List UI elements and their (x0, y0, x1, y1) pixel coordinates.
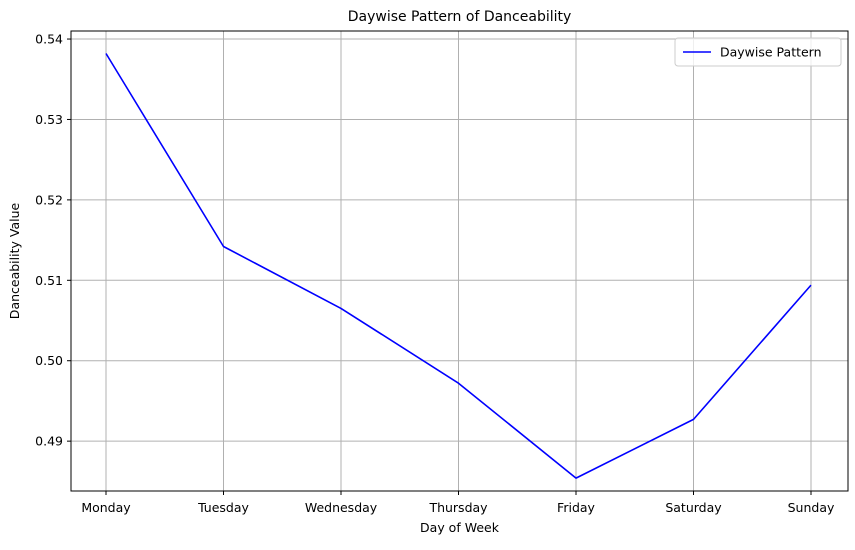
x-tick-label: Thursday (428, 500, 488, 515)
x-tick-label: Saturday (665, 500, 722, 515)
y-axis-label: Danceability Value (7, 203, 22, 320)
x-tick-label: Tuesday (197, 500, 249, 515)
x-tick-label: Monday (81, 500, 131, 515)
y-tick-label: 0.52 (35, 192, 63, 207)
legend: Daywise Pattern (675, 38, 841, 66)
x-tick-label: Sunday (788, 500, 835, 515)
y-tick-label: 0.54 (35, 32, 63, 47)
y-tick-label: 0.51 (35, 273, 63, 288)
y-tick-label: 0.49 (35, 434, 63, 449)
y-tick-label: 0.53 (35, 112, 63, 127)
chart-title: Daywise Pattern of Danceability (348, 9, 572, 25)
x-tick-label: Friday (557, 500, 595, 515)
x-tick-label: Wednesday (305, 500, 378, 515)
x-axis-label: Day of Week (420, 520, 500, 535)
y-tick-label: 0.50 (35, 353, 63, 368)
legend-label: Daywise Pattern (720, 45, 822, 60)
